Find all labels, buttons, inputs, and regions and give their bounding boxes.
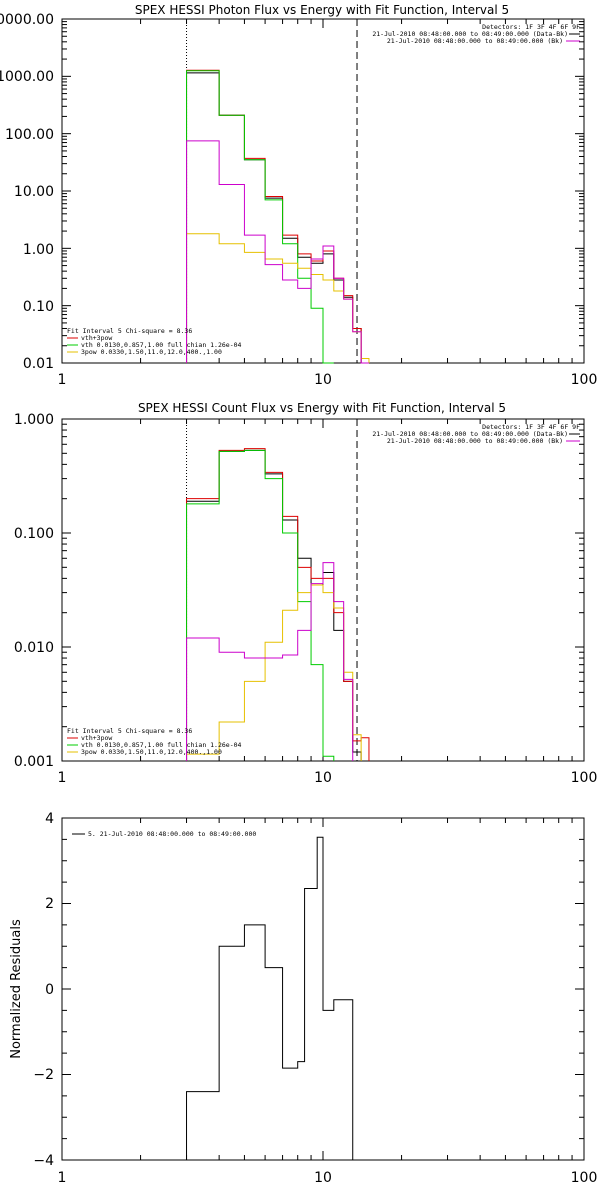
y-tick-label: 1.000	[14, 412, 54, 428]
top-right-legend: Detectors: 1F 3F 4F 6F 9F 21-Jul-2010 08…	[372, 23, 580, 45]
top-right-legend: Detectors: 1F 3F 4F 6F 9F 21-Jul-2010 08…	[372, 423, 580, 445]
legend-bk-label: 21-Jul-2010 08:48:00.000 to 08:49:00.000…	[387, 37, 563, 45]
y-tick-label: 0	[45, 982, 54, 998]
series-group	[186, 448, 370, 761]
x-tick-label: 1	[58, 372, 67, 388]
y-tick-label: 4	[45, 811, 54, 827]
legend-label: 5. 21-Jul-2010 08:48:00.000 to 08:49:00.…	[88, 830, 256, 838]
fit-interval-label: Fit Interval 5 Chi-square = 8.36	[67, 727, 192, 735]
series-vth	[186, 70, 334, 364]
y-tick-label: −4	[33, 1153, 54, 1169]
series-data	[186, 72, 369, 364]
y-tick-label: 10.00	[14, 184, 54, 200]
y-tick-label: −2	[33, 1067, 54, 1083]
axis-ticks	[61, 418, 585, 762]
legend-data-label: 21-Jul-2010 08:48:00.000 to 08:49:00.000…	[372, 430, 568, 438]
y-tick-label: 0.010	[14, 640, 54, 656]
y-tick-label: 0.01	[23, 356, 54, 372]
y-tick-label: 2	[45, 896, 54, 912]
panel-title: SPEX HESSI Count Flux vs Energy with Fit…	[138, 401, 506, 415]
y-tick-labels: 1.000 0.100 0.010 0.001	[14, 412, 54, 770]
y-tick-labels: 0000.00 1000.00 100.00 10.00 1.00 0.10 0…	[0, 12, 54, 372]
series-fit_total	[186, 448, 370, 761]
legend-data-label: 21-Jul-2010 08:48:00.000 to 08:49:00.000…	[372, 30, 568, 38]
y-tick-label: 1000.00	[0, 69, 54, 85]
series-data	[186, 836, 354, 1160]
energy-range-lines	[186, 419, 358, 761]
detectors-label: Detectors: 1F 3F 4F 6F 9F	[482, 23, 580, 31]
x-tick-labels: 1 10 100	[58, 1170, 598, 1186]
x-tick-labels: 1 10 100	[58, 770, 598, 786]
fit-legend: Fit Interval 5 Chi-square = 8.36 vth+3po…	[67, 327, 242, 356]
series-background	[186, 562, 354, 761]
fit-legend: Fit Interval 5 Chi-square = 8.36 vth+3po…	[67, 727, 242, 756]
fit-total-label: vth+3pow	[81, 334, 112, 342]
y-tick-label: 1.00	[23, 242, 54, 258]
x-tick-label: 100	[571, 1170, 598, 1186]
series-vth	[186, 449, 335, 761]
vth-label: vth 0.0130,0.857,1.00 full chian 1.26e-0…	[81, 341, 242, 349]
x-tick-label: 1	[58, 1170, 67, 1186]
fit-interval-label: Fit Interval 5 Chi-square = 8.36	[67, 327, 192, 335]
x-tick-labels: 1 10 100	[58, 372, 598, 388]
y-tick-labels: 4 2 0 −2 −4	[33, 811, 54, 1169]
y-tick-label: 0000.00	[0, 12, 54, 28]
y-tick-label: 0.100	[14, 526, 54, 542]
pow-label: 3pow 0.0330,1.50,11.0,12.0,400.,1.00	[81, 348, 222, 356]
x-tick-label: 10	[314, 1170, 332, 1186]
y-tick-label: 0.10	[23, 299, 54, 315]
fit-total-label: vth+3pow	[81, 734, 112, 742]
x-tick-label: 100	[571, 372, 598, 388]
series-data	[186, 449, 362, 761]
count-flux-panel: SPEX HESSI Count Flux vs Energy with Fit…	[14, 401, 597, 786]
x-tick-label: 100	[571, 770, 598, 786]
detectors-label: Detectors: 1F 3F 4F 6F 9F	[482, 423, 580, 431]
residuals-panel: 1 10 100 4 2 0 −2 −4 Normalized Residual…	[9, 811, 597, 1186]
photon-flux-panel: SPEX HESSI Photon Flux vs Energy with Fi…	[0, 3, 597, 388]
y-tick-label: 0.001	[14, 754, 54, 770]
series-group	[186, 69, 370, 364]
axis-ticks	[61, 18, 585, 364]
series-group	[186, 836, 354, 1160]
y-axis-label: Normalized Residuals	[9, 919, 24, 1059]
x-tick-label: 10	[314, 372, 332, 388]
series-pow	[186, 584, 362, 761]
vth-label: vth 0.0130,0.857,1.00 full chian 1.26e-0…	[81, 741, 242, 749]
x-tick-label: 10	[314, 770, 332, 786]
y-tick-label: 100.00	[5, 127, 54, 143]
series-background	[186, 140, 369, 364]
panel-title: SPEX HESSI Photon Flux vs Energy with Fi…	[135, 3, 509, 17]
x-tick-label: 1	[58, 770, 67, 786]
series-fit_total	[186, 69, 369, 364]
pow-label: 3pow 0.0330,1.50,11.0,12.0,400.,1.00	[81, 748, 222, 756]
axis-ticks	[61, 817, 585, 1161]
legend-bk-label: 21-Jul-2010 08:48:00.000 to 08:49:00.000…	[387, 437, 563, 445]
